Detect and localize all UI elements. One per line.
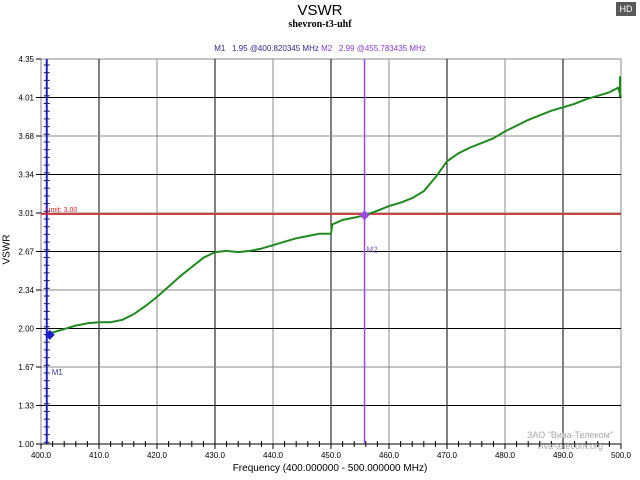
y-tick-label: 1.00 (18, 440, 34, 449)
chart-subtitle: shevron-t3-uhf (288, 19, 352, 30)
x-tick-label: 440.0 (263, 451, 284, 460)
hd-badge[interactable]: HD (616, 2, 636, 16)
x-tick-label: 450.0 (321, 451, 342, 460)
chart-title: VSWR (297, 2, 343, 19)
x-tick-label: 500.0 (611, 451, 632, 460)
y-tick-label: 1.33 (18, 402, 34, 411)
y-tick-label: 3.01 (18, 209, 34, 218)
x-tick-label: 400.0 (31, 451, 52, 460)
y-axis-label: VSWR (1, 234, 13, 265)
m2-marker-label: M2 (367, 245, 379, 254)
y-tick-label: 2.67 (18, 248, 34, 257)
vswr-trace (45, 86, 622, 336)
y-tick-label: 3.68 (18, 132, 34, 141)
m1-marker-point[interactable] (44, 329, 55, 340)
x-axis-label: Frequency (400.000000 - 500.000000 MHz) (232, 463, 428, 474)
y-tick-label: 1.67 (18, 363, 34, 372)
m1-marker-label: M1 (52, 368, 64, 377)
y-tick-label: 2.00 (18, 325, 34, 334)
m2-marker-point[interactable] (359, 210, 370, 221)
y-tick-label: 4.35 (18, 55, 34, 64)
y-tick-label: 2.34 (18, 286, 34, 295)
y-tick-label: 3.34 (18, 171, 34, 180)
x-tick-label: 470.0 (437, 451, 458, 460)
x-tick-label: 430.0 (205, 451, 226, 460)
watermark: ЗАО "Вива-Телеком" viva-telecom.org (526, 430, 614, 451)
x-tick-label: 460.0 (379, 451, 400, 460)
m1-readout: M1 1.95 @400.820345 MHz (214, 44, 319, 53)
marker-readout: M1 1.95 @400.820345 MHz M2 2.99 @455.783… (0, 44, 640, 53)
x-tick-label: 420.0 (147, 451, 168, 460)
x-tick-label: 480.0 (495, 451, 516, 460)
y-tick-label: 4.01 (18, 94, 34, 103)
x-tick-label: 410.0 (89, 451, 110, 460)
limit-label: Limit: 3.00 (45, 207, 77, 214)
x-tick-label: 490.0 (553, 451, 574, 460)
m2-readout: M2 2.99 @455.783435 MHz (321, 44, 426, 53)
